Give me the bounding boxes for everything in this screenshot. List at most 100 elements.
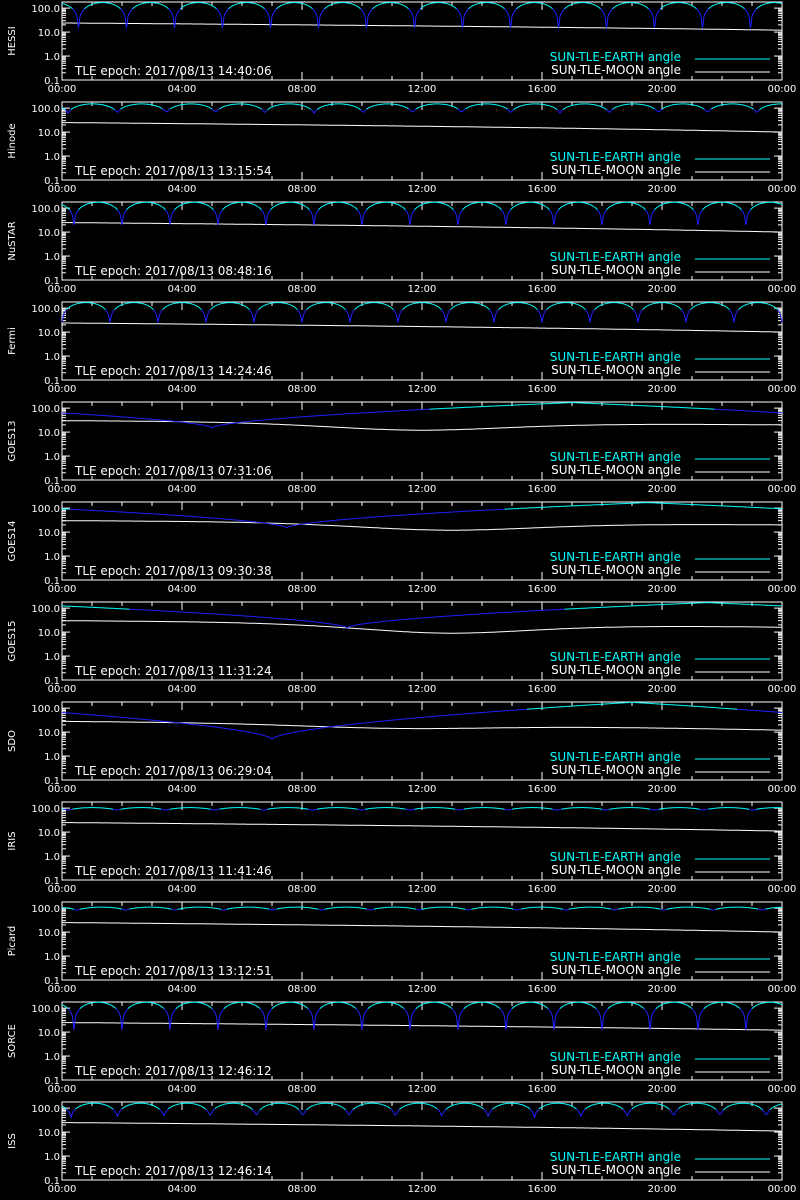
earth-segment xyxy=(555,107,558,110)
earth-segment xyxy=(255,311,258,315)
earth-segment xyxy=(115,5,118,7)
x-tick-label: 12:00 xyxy=(408,684,437,695)
earth-segment xyxy=(760,107,763,110)
earth-segment xyxy=(366,207,369,211)
earth-segment xyxy=(406,107,409,110)
earth-segment xyxy=(486,306,489,309)
earth-segment xyxy=(690,4,693,7)
earth-segment xyxy=(735,311,738,315)
earth-segment xyxy=(229,203,232,205)
panel-sdo: 100.010.01.00.100:00 04:00 08:00 12:00 16:00… xyxy=(7,701,796,795)
satellite-label: SDO xyxy=(7,730,18,752)
earth-segment xyxy=(607,206,610,209)
earth-segment xyxy=(753,10,756,13)
x-tick-label: 08:00 xyxy=(288,684,317,695)
earth-segment xyxy=(207,106,210,108)
earth-segment xyxy=(555,211,558,216)
earth-segment xyxy=(210,426,213,429)
y-tick-label: 100.0 xyxy=(31,204,60,215)
earth-segment xyxy=(360,109,363,112)
earth-segment xyxy=(517,5,520,8)
earth-segment xyxy=(610,108,613,111)
earth-segment xyxy=(256,205,259,208)
earth-segment xyxy=(166,211,169,216)
earth-segment xyxy=(639,3,642,5)
earth-segment xyxy=(318,107,321,109)
earth-segment xyxy=(399,204,402,207)
y-tick-label: 100.0 xyxy=(31,504,60,515)
earth-segment xyxy=(468,106,471,108)
earth-segment xyxy=(688,205,691,208)
earth-segment xyxy=(451,306,454,309)
x-tick-label: 00:00 xyxy=(48,784,77,795)
earth-segment xyxy=(175,206,178,209)
earth-segment xyxy=(555,303,558,305)
earth-segment xyxy=(727,307,730,311)
earth-segment xyxy=(630,306,633,309)
earth-segment xyxy=(516,106,519,109)
earth-segment xyxy=(537,309,540,313)
earth-segment xyxy=(403,106,406,108)
earth-segment xyxy=(415,107,418,110)
earth-segment xyxy=(390,306,393,309)
earth-segment xyxy=(660,204,663,206)
earth-segment xyxy=(591,311,594,315)
earth-segment xyxy=(286,526,289,529)
earth-segment xyxy=(82,204,85,207)
earth-segment xyxy=(601,303,604,306)
satellite-label: GOES15 xyxy=(7,620,18,661)
earth-segment xyxy=(699,12,702,17)
earth-segment xyxy=(180,7,183,10)
earth-segment xyxy=(225,10,228,13)
earth-segment xyxy=(762,106,765,109)
earth-segment xyxy=(409,109,412,112)
earth-segment xyxy=(123,106,126,108)
y-tick-label: 1.0 xyxy=(44,552,60,563)
earth-segment xyxy=(592,309,595,313)
earth-segment xyxy=(274,204,277,207)
x-tick-label: 16:00 xyxy=(528,384,557,395)
earth-segment xyxy=(654,16,657,28)
earth-segment xyxy=(199,307,202,311)
earth-segment xyxy=(453,305,456,308)
earth-segment xyxy=(562,204,565,207)
earth-segment xyxy=(283,3,286,5)
earth-segment xyxy=(309,305,312,308)
earth-segment xyxy=(109,106,112,109)
earth-segment xyxy=(603,211,606,216)
earth-segment xyxy=(219,107,222,110)
earth-segment xyxy=(159,106,162,109)
earth-segment xyxy=(217,303,220,306)
earth-segment xyxy=(442,311,445,315)
earth-segment xyxy=(219,12,222,17)
earth-segment xyxy=(651,303,654,305)
earth-segment xyxy=(328,4,331,7)
earth-segment xyxy=(534,306,537,309)
earth-segment xyxy=(493,314,496,323)
earth-segment xyxy=(594,4,597,7)
earth-segment xyxy=(154,311,157,315)
earth-segment xyxy=(492,203,495,205)
earth-segment xyxy=(289,304,292,306)
earth-segment xyxy=(550,7,553,10)
earth-segment xyxy=(121,303,124,306)
earth-segment xyxy=(363,12,366,17)
earth-segment xyxy=(658,109,661,113)
x-tick-label: 00:00 xyxy=(768,284,797,295)
earth-segment xyxy=(739,207,742,211)
earth-segment xyxy=(571,3,574,5)
earth-segment xyxy=(774,306,777,309)
x-tick-label: 08:00 xyxy=(288,884,317,895)
x-tick-label: 04:00 xyxy=(168,384,197,395)
earth-segment xyxy=(598,304,601,307)
earth-segment xyxy=(643,207,646,211)
earth-segment xyxy=(469,5,472,8)
earth-segment xyxy=(471,5,474,7)
earth-segment xyxy=(118,7,121,10)
earth-segment xyxy=(112,3,115,6)
earth-segment xyxy=(705,10,708,13)
earth-segment xyxy=(226,204,229,207)
earth-segment xyxy=(271,206,274,209)
earth-segment xyxy=(186,3,189,6)
earth-segment xyxy=(94,303,97,305)
